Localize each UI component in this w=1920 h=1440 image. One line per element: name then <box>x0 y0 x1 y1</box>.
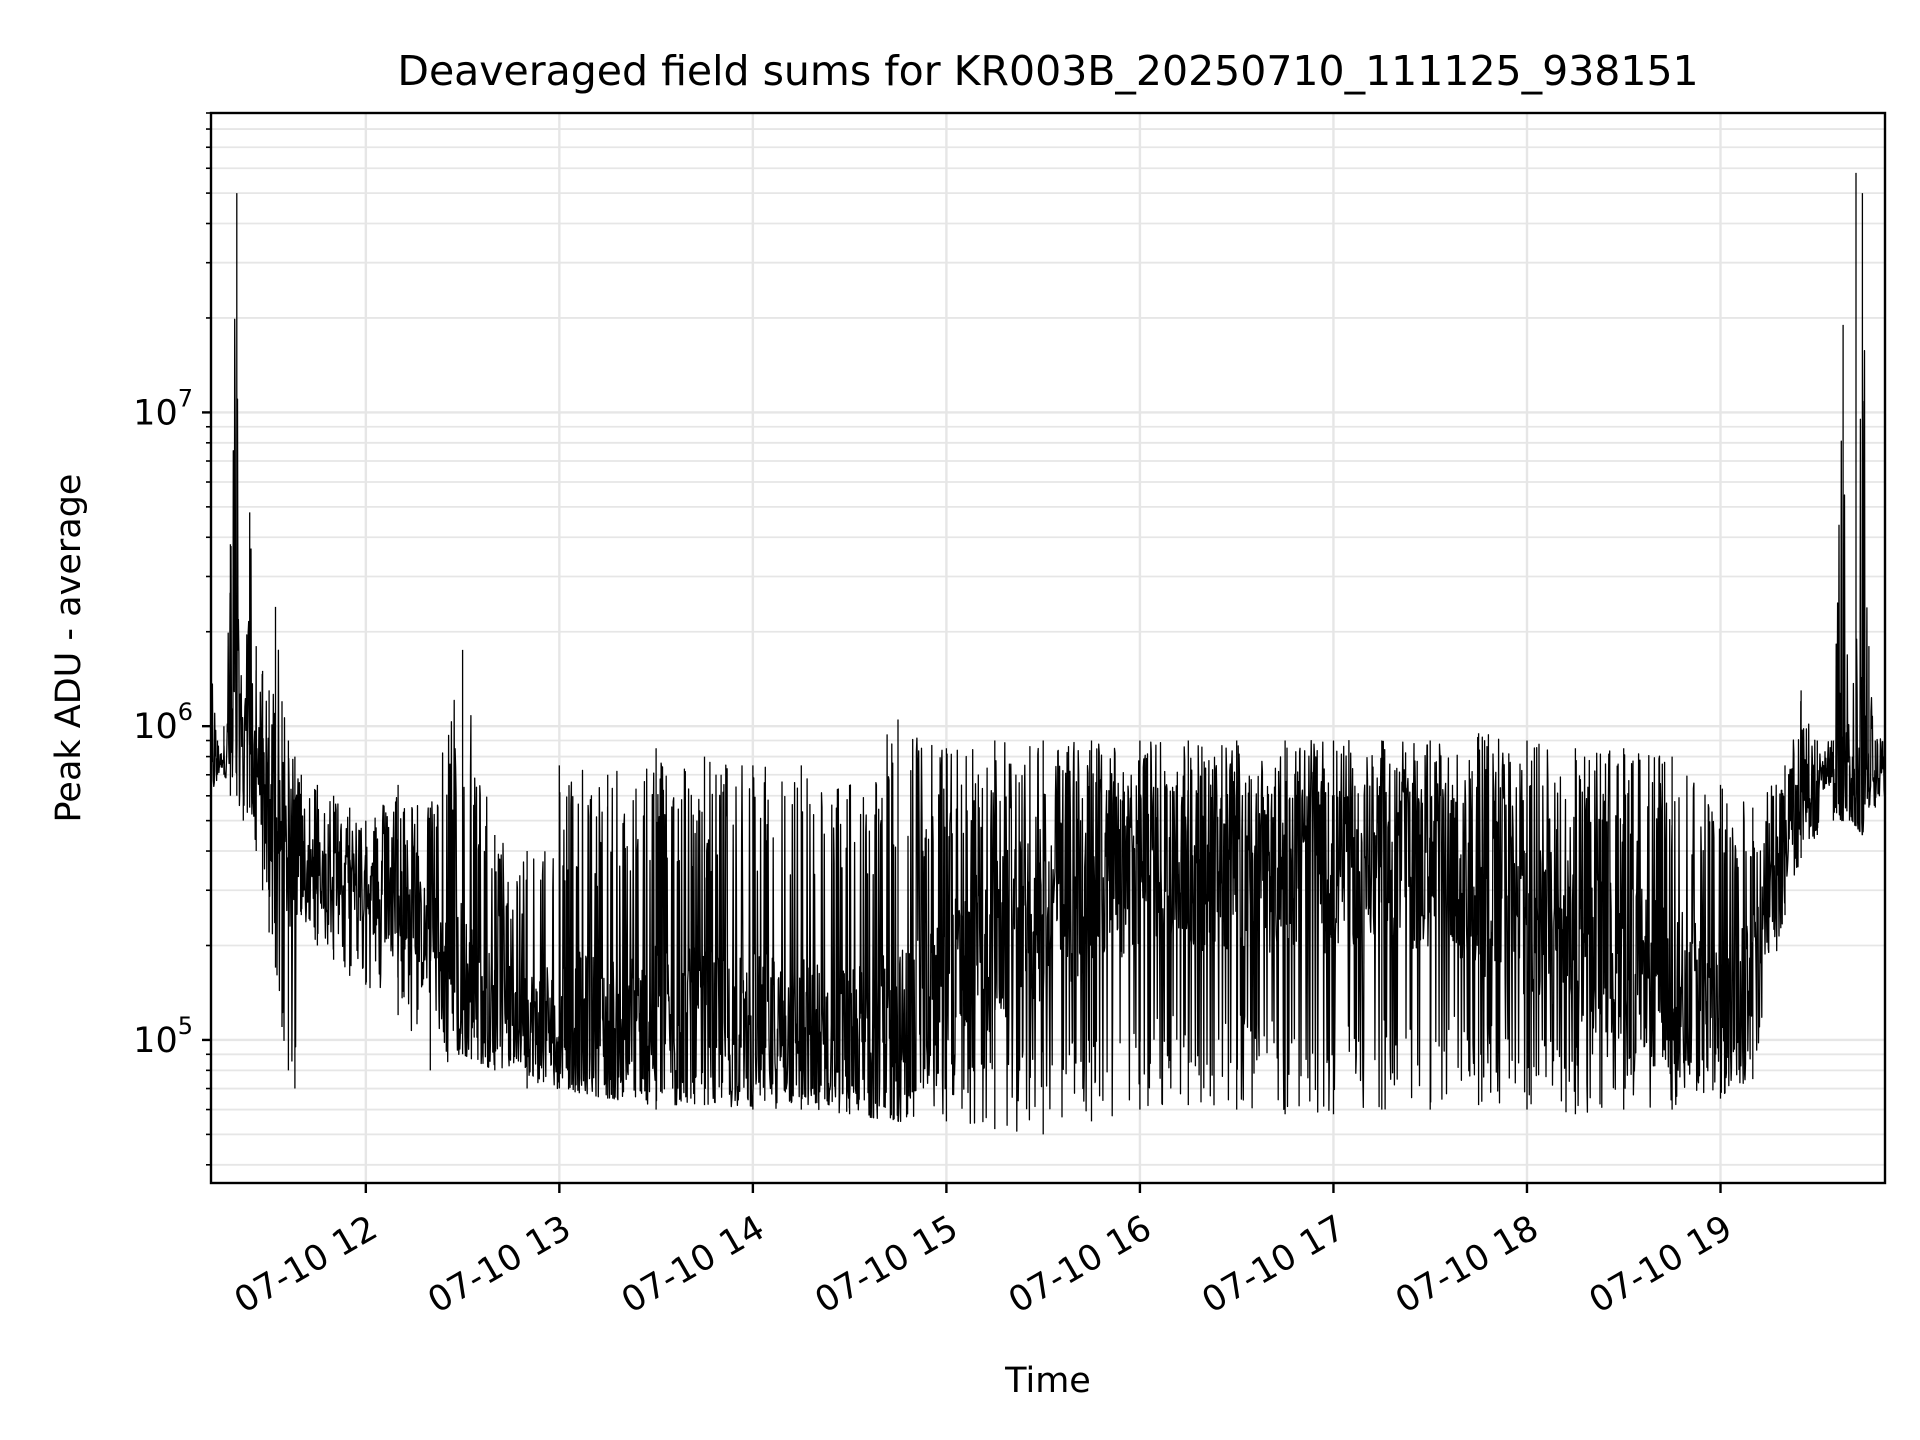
chart-title: Deaveraged field sums for KR003B_2025071… <box>397 47 1698 95</box>
y-axis-label: Peak ADU - average <box>49 474 89 823</box>
y-tick-exponent: 6 <box>178 698 193 726</box>
series-layer <box>210 172 1886 1135</box>
plot-frame <box>209 111 1887 1185</box>
series-line <box>210 172 1886 1135</box>
y-tick-exponent: 7 <box>178 384 193 412</box>
y-tick-exponent: 5 <box>178 1012 193 1040</box>
x-axis-label: Time <box>1004 1361 1091 1401</box>
